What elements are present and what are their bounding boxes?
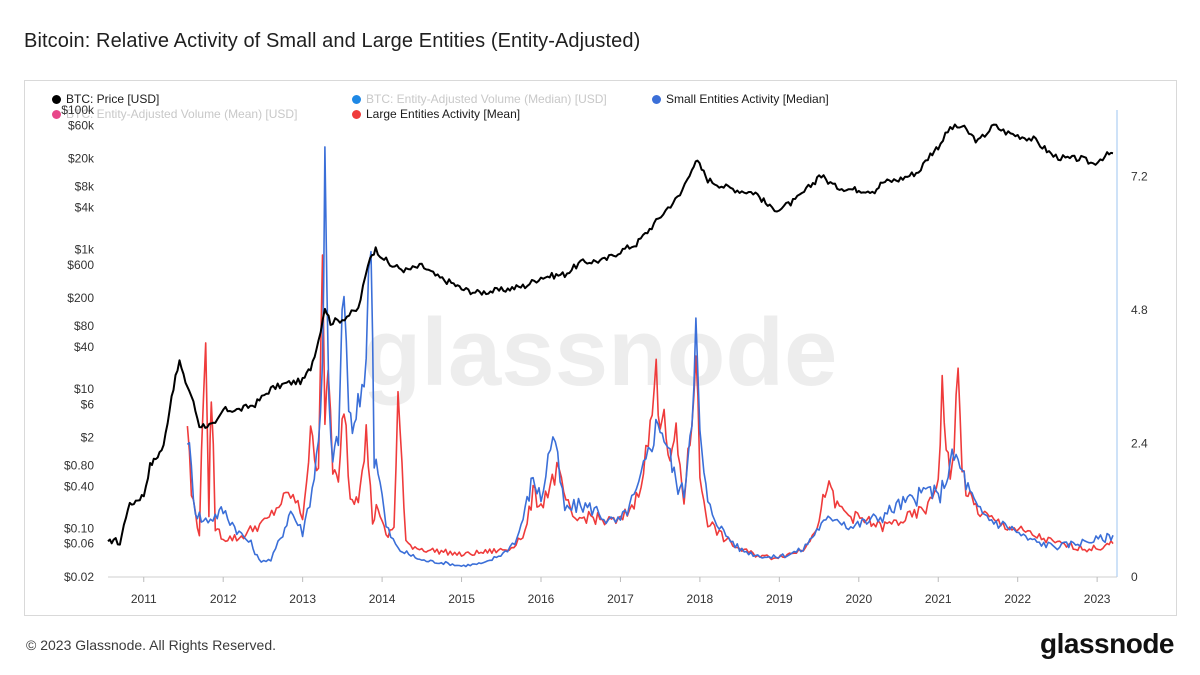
legend-item-small-entities[interactable]: Small Entities Activity [Median] — [652, 92, 829, 106]
legend-label: Small Entities Activity [Median] — [666, 92, 829, 106]
legend-dot-icon — [352, 94, 361, 104]
legend-item-price[interactable]: BTC: Price [USD] — [52, 92, 159, 106]
legend-item-volume-median[interactable]: BTC: Entity-Adjusted Volume (Median) [US… — [352, 92, 607, 106]
copyright: © 2023 Glassnode. All Rights Reserved. — [26, 637, 277, 653]
legend-item-large-entities[interactable]: Large Entities Activity [Mean] — [352, 107, 520, 121]
page-title: Bitcoin: Relative Activity of Small and … — [24, 30, 641, 52]
legend-item-volume-mean[interactable]: BTC: Entity-Adjusted Volume (Mean) [USD] — [52, 107, 297, 121]
legend-dot-icon — [652, 94, 661, 104]
legend-label: BTC: Entity-Adjusted Volume (Mean) [USD] — [66, 107, 298, 121]
legend-dot-icon — [52, 109, 61, 119]
legend-dot-icon — [352, 109, 361, 119]
brand-logo: glassnode — [1040, 628, 1174, 659]
legend-dot-icon — [52, 94, 61, 104]
chart-panel — [24, 80, 1177, 616]
legend-label: BTC: Entity-Adjusted Volume (Median) [US… — [366, 92, 607, 106]
legend-label: Large Entities Activity [Mean] — [366, 107, 521, 121]
legend-label: BTC: Price [USD] — [66, 92, 160, 106]
